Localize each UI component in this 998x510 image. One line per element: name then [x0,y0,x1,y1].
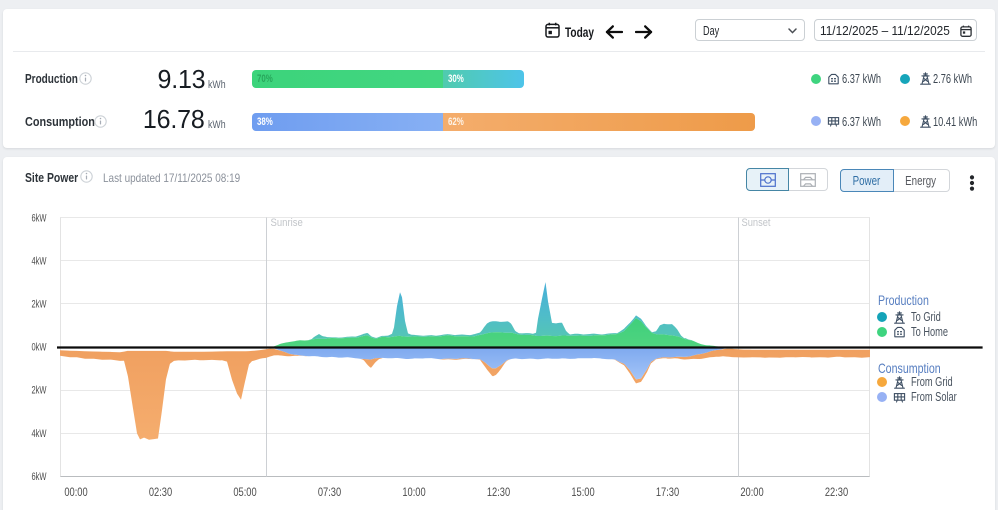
svg-text:6kW: 6kW [32,471,47,483]
svg-text:Sunrise: Sunrise [271,217,303,229]
svg-text:00:00: 00:00 [64,487,87,499]
svg-text:2kW: 2kW [32,299,47,311]
svg-text:Sunset: Sunset [742,217,771,229]
svg-text:07:30: 07:30 [318,487,341,499]
svg-text:05:00: 05:00 [233,487,256,499]
svg-text:4kW: 4kW [32,428,47,440]
svg-text:10:00: 10:00 [402,487,425,499]
svg-text:15:00: 15:00 [571,487,594,499]
svg-text:6kW: 6kW [32,212,47,224]
svg-text:02:30: 02:30 [149,487,172,499]
svg-text:22:30: 22:30 [825,487,848,499]
svg-text:4kW: 4kW [32,255,47,267]
svg-text:20:00: 20:00 [740,487,763,499]
svg-text:0kW: 0kW [32,342,47,354]
svg-text:17:30: 17:30 [656,487,679,499]
svg-text:12:30: 12:30 [487,487,510,499]
svg-text:2kW: 2kW [32,385,47,397]
